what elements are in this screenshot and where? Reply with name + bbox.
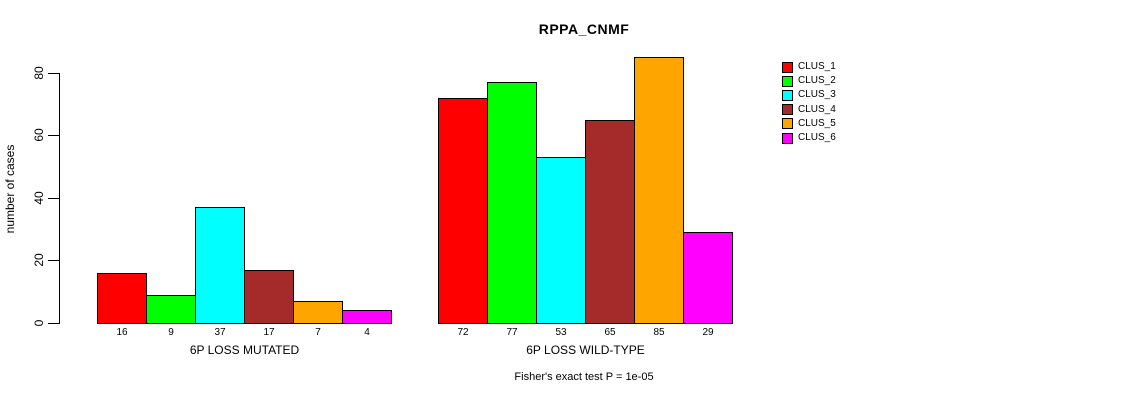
legend: CLUS_1 CLUS_2 CLUS_3 CLUS_4 CLUS_5 CLUS_6: [782, 60, 836, 145]
y-axis-tick-label: 80: [32, 66, 46, 80]
bar-value-label: 37: [214, 327, 226, 338]
bar-value-label: 7: [315, 327, 321, 338]
y-axis-tick: [48, 135, 60, 136]
y-axis-tick: [48, 260, 60, 261]
legend-label: CLUS_1: [798, 61, 836, 73]
y-axis-tick-label: 20: [32, 253, 46, 267]
bar-clus_1-mutated: [97, 273, 147, 324]
legend-item: CLUS_6: [782, 131, 836, 145]
legend-item: CLUS_5: [782, 117, 836, 131]
y-axis-tick: [48, 198, 60, 199]
bar-clus_2-mutated: [146, 295, 196, 324]
y-axis-label: number of cases: [3, 144, 17, 234]
bar-clus_1-wildtype: [438, 98, 488, 324]
y-axis-tick-label: 60: [32, 128, 46, 142]
bar-clus_3-wildtype: [536, 157, 586, 324]
group-label-mutated: 6P LOSS MUTATED: [189, 343, 300, 357]
legend-swatch: [782, 104, 793, 116]
bar-value-label: 17: [263, 327, 275, 338]
bar-value-label: 77: [506, 327, 518, 338]
bar-value-label: 72: [457, 327, 469, 338]
y-axis-tick-label: 0: [32, 319, 46, 327]
bar-clus_6-mutated: [342, 310, 392, 324]
legend-swatch: [782, 89, 793, 101]
legend-label: CLUS_4: [798, 103, 836, 115]
bar-clus_4-mutated: [244, 270, 294, 324]
legend-item: CLUS_3: [782, 88, 836, 102]
group-label-wildtype: 6P LOSS WILD-TYPE: [526, 343, 645, 357]
legend-label: CLUS_3: [798, 89, 836, 101]
bar-value-label: 16: [116, 327, 128, 338]
bar-value-label: 9: [168, 327, 174, 338]
bar-value-label: 4: [364, 327, 370, 338]
legend-label: CLUS_5: [798, 117, 836, 129]
y-axis-tick: [48, 73, 60, 74]
legend-item: CLUS_1: [782, 60, 836, 74]
bar-clus_5-mutated: [293, 301, 343, 324]
legend-swatch: [782, 61, 793, 73]
bar-value-label: 29: [702, 327, 714, 338]
bar-clus_3-mutated: [195, 207, 245, 324]
legend-swatch: [782, 75, 793, 87]
y-axis-tick: [48, 323, 60, 324]
bar-value-label: 85: [653, 327, 665, 338]
bar-clus_6-wildtype: [683, 232, 733, 324]
chart-title: RPPA_CNMF: [538, 21, 630, 37]
legend-label: CLUS_6: [798, 132, 836, 144]
legend-item: CLUS_4: [782, 103, 836, 117]
bar-value-label: 53: [555, 327, 567, 338]
legend-swatch: [782, 118, 793, 130]
bar-clus_4-wildtype: [585, 120, 635, 324]
legend-item: CLUS_2: [782, 74, 836, 88]
bar-clus_2-wildtype: [487, 82, 537, 324]
bar-value-label: 65: [604, 327, 616, 338]
y-axis-tick-label: 40: [32, 191, 46, 205]
annotation-fisher-test: Fisher's exact test P = 1e-05: [514, 371, 654, 383]
legend-label: CLUS_2: [798, 75, 836, 87]
legend-swatch: [782, 132, 793, 144]
bar-clus_5-wildtype: [634, 57, 684, 324]
